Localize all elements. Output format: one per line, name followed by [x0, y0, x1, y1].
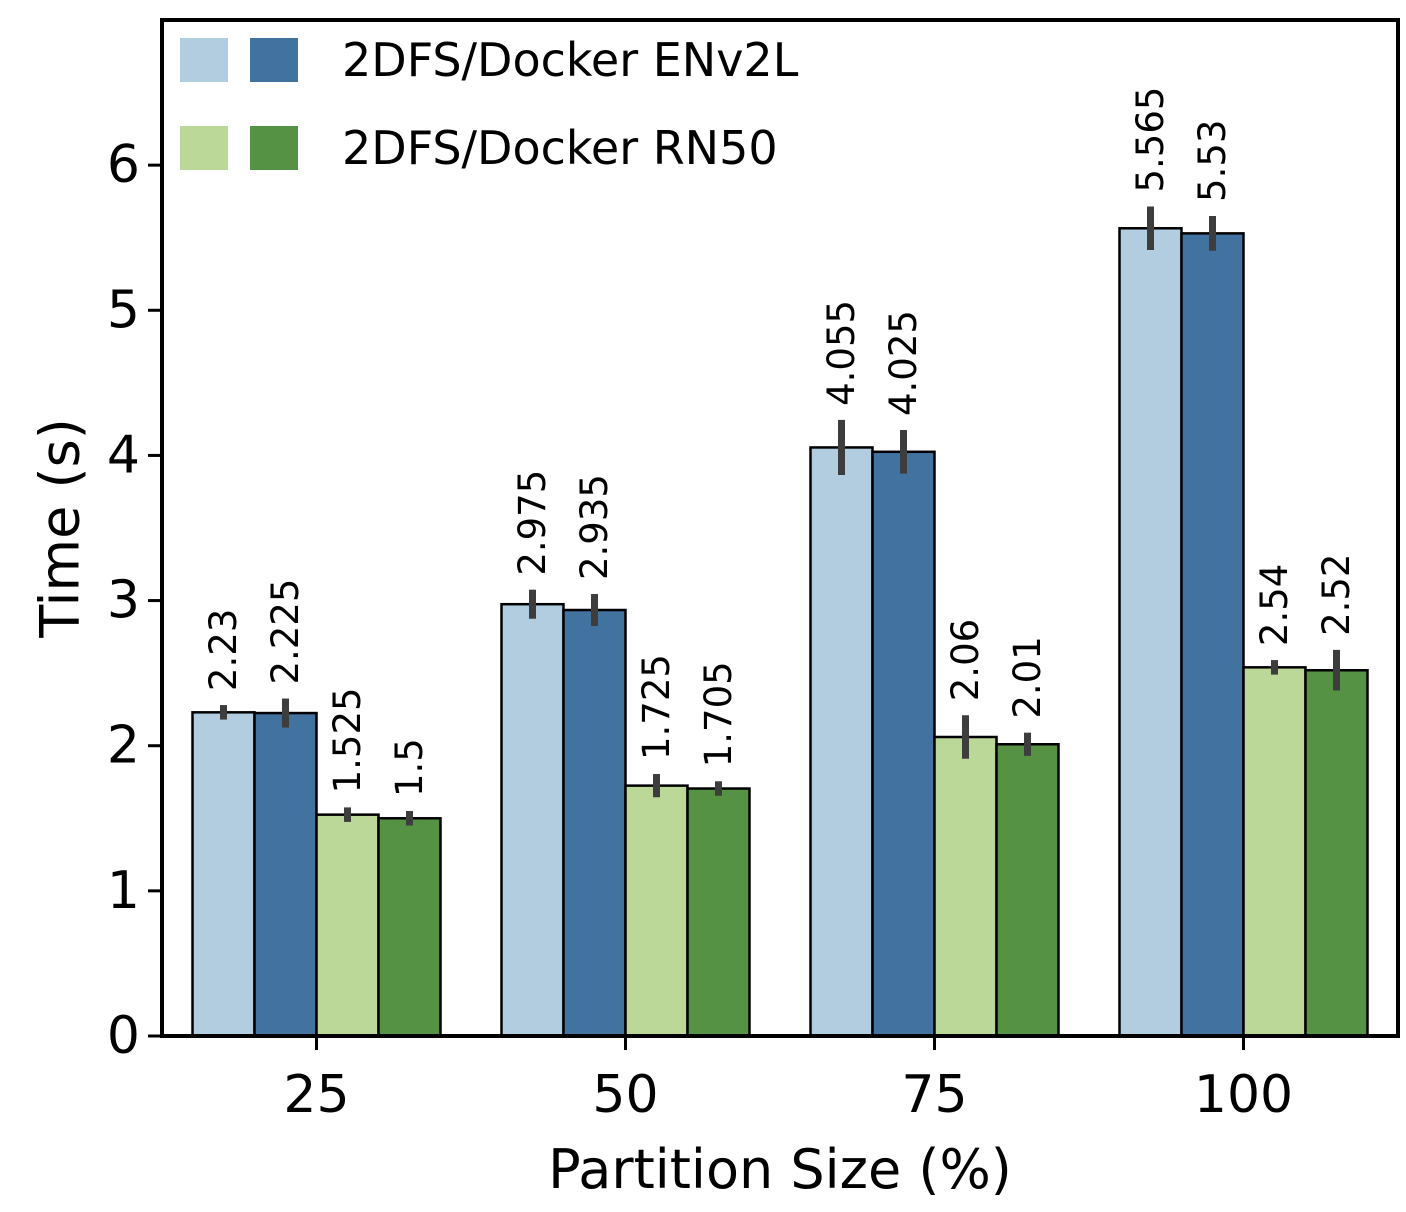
legend-swatch: [250, 126, 298, 170]
bar: [624, 784, 689, 1038]
bar: [933, 735, 998, 1038]
bar-value-label: 1.705: [697, 661, 740, 767]
bar-value-label: 1.725: [635, 654, 678, 760]
error-bars-layer: [220, 206, 1340, 826]
x-axis: 25 50 75 100: [283, 1036, 1293, 1125]
bar-value-label: 2.52: [1315, 554, 1358, 636]
bars-layer: [191, 227, 1369, 1038]
bar-value-label: 2.935: [573, 474, 616, 580]
bar: [562, 608, 627, 1038]
bar: [686, 787, 751, 1038]
bar-value-label: 5.53: [1191, 120, 1234, 202]
y-tick-label: 6: [107, 135, 140, 195]
bar-value-label: 4.055: [820, 300, 863, 406]
legend-swatch: [180, 126, 228, 170]
x-tick-label: 75: [901, 1065, 967, 1125]
y-tick-label: 0: [107, 1006, 140, 1066]
y-tick-label: 5: [107, 280, 140, 340]
x-tick-label: 50: [592, 1065, 658, 1125]
x-tick-label: 25: [283, 1065, 349, 1125]
y-axis-title: Time (s): [29, 418, 92, 639]
y-axis: 0 1 2 3 4 5 6: [107, 135, 162, 1066]
bar-value-label: 2.06: [944, 619, 987, 701]
bar: [809, 446, 874, 1038]
y-tick-label: 2: [107, 716, 140, 776]
bar: [500, 602, 565, 1038]
legend: 2DFS/Docker ENv2L 2DFS/Docker RN50: [180, 33, 799, 175]
bar-value-label: 2.975: [511, 470, 554, 576]
x-tick-label: 100: [1194, 1065, 1293, 1125]
legend-label: 2DFS/Docker RN50: [342, 121, 778, 175]
bar: [1304, 668, 1369, 1038]
y-tick-label: 4: [107, 425, 140, 485]
bar: [1118, 227, 1183, 1038]
bar-value-label: 1.5: [388, 738, 431, 797]
bar-value-label: 2.01: [1006, 636, 1049, 718]
bar: [871, 450, 936, 1038]
plot-frame: [160, 18, 1400, 1038]
bar: [1242, 666, 1307, 1038]
legend-label: 2DFS/Docker ENv2L: [342, 33, 799, 87]
bar-value-label: 1.525: [326, 687, 369, 793]
x-axis-title: Partition Size (%): [548, 1138, 1012, 1201]
legend-swatch: [180, 38, 228, 82]
y-tick-label: 3: [107, 571, 140, 631]
bar: [253, 711, 318, 1038]
bar-labels-layer: 2.23 2.225 1.525 1.5 2.975 2.935 1.725 1.705 4.0…: [202, 87, 1358, 797]
bar: [1180, 232, 1245, 1038]
bar: [995, 743, 1060, 1038]
bar-value-label: 2.54: [1253, 564, 1296, 646]
bar-value-label: 5.565: [1129, 87, 1172, 193]
legend-swatch: [250, 38, 298, 82]
bar-value-label: 4.025: [882, 310, 925, 416]
bar-value-label: 2.225: [264, 579, 307, 685]
bar: [315, 813, 380, 1038]
y-tick-label: 1: [107, 861, 140, 921]
bar: [377, 817, 442, 1038]
bar-value-label: 2.23: [202, 609, 245, 691]
bar: [191, 711, 256, 1038]
